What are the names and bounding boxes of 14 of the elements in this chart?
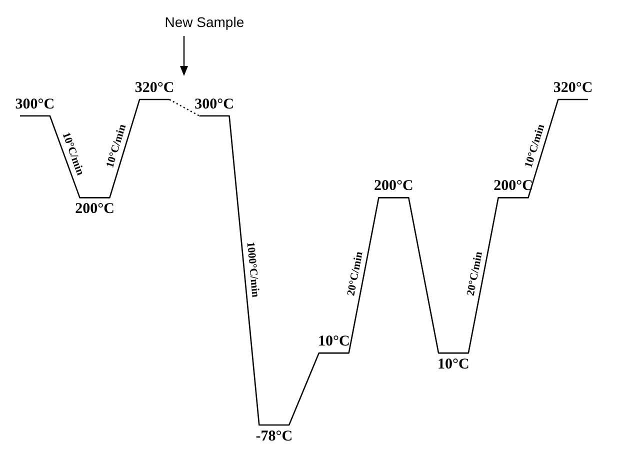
data-label: 200°C — [374, 178, 414, 194]
data-label: 200°C — [494, 178, 533, 194]
data-label: 200°C — [75, 201, 114, 218]
data-label: 300°C — [15, 96, 55, 112]
data-label: 300°C — [194, 96, 234, 112]
data-label: 320°C — [553, 80, 593, 96]
annotation: 20°C/min — [464, 250, 485, 297]
data-label: 320°C — [134, 80, 174, 96]
annotation: 1000°C/min — [244, 241, 262, 298]
data-label: -78°C — [256, 428, 293, 444]
data-label: 10°C — [438, 356, 470, 372]
data-label: 10°C — [318, 333, 350, 350]
annotation: 20°C/min — [345, 250, 366, 297]
text: New Sample — [164, 14, 244, 30]
